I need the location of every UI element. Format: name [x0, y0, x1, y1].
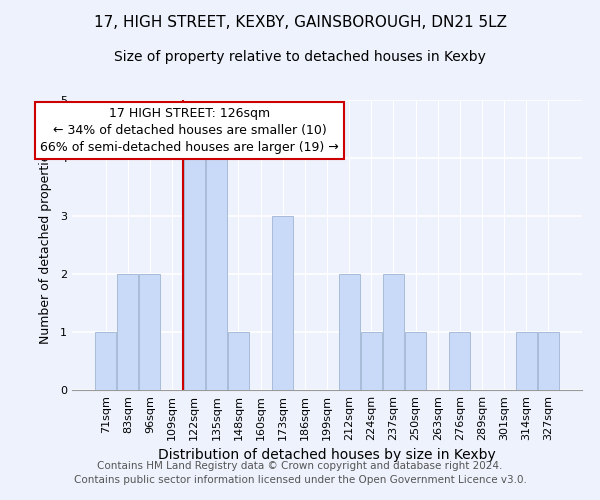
Bar — [515, 332, 536, 390]
Bar — [206, 158, 227, 390]
Text: 17 HIGH STREET: 126sqm
← 34% of detached houses are smaller (10)
66% of semi-det: 17 HIGH STREET: 126sqm ← 34% of detached… — [40, 107, 339, 154]
Bar — [383, 274, 404, 390]
Text: Size of property relative to detached houses in Kexby: Size of property relative to detached ho… — [114, 50, 486, 64]
Bar — [405, 332, 426, 390]
Text: 17, HIGH STREET, KEXBY, GAINSBOROUGH, DN21 5LZ: 17, HIGH STREET, KEXBY, GAINSBOROUGH, DN… — [94, 15, 506, 30]
Text: Contains HM Land Registry data © Crown copyright and database right 2024.
Contai: Contains HM Land Registry data © Crown c… — [74, 461, 526, 485]
Bar — [538, 332, 559, 390]
Bar — [139, 274, 160, 390]
Bar — [361, 332, 382, 390]
Bar — [95, 332, 116, 390]
Bar — [228, 332, 249, 390]
Bar — [184, 158, 205, 390]
Bar — [118, 274, 139, 390]
Bar — [272, 216, 293, 390]
Y-axis label: Number of detached properties: Number of detached properties — [38, 146, 52, 344]
Bar — [338, 274, 359, 390]
X-axis label: Distribution of detached houses by size in Kexby: Distribution of detached houses by size … — [158, 448, 496, 462]
Bar — [449, 332, 470, 390]
